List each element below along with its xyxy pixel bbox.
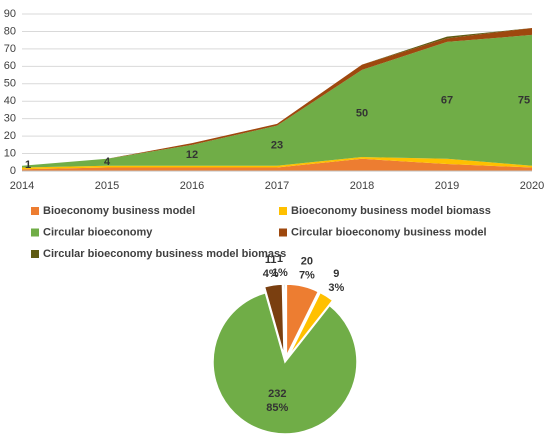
x-tick-label: 2018 xyxy=(350,180,374,192)
y-tick-label: 30 xyxy=(4,113,16,125)
pie-slice xyxy=(282,283,286,357)
legend-label: Circular bioeconomy xyxy=(43,226,153,238)
data-label: 9 xyxy=(333,268,339,280)
x-tick-label: 2020 xyxy=(520,180,544,192)
y-tick-label: 90 xyxy=(4,8,16,20)
legend-swatch xyxy=(31,207,39,215)
legend-swatch xyxy=(279,207,287,215)
legend-swatch xyxy=(31,250,39,258)
y-tick-label: 70 xyxy=(4,43,16,55)
x-tick-label: 2014 xyxy=(10,180,34,192)
area xyxy=(22,157,532,170)
legend-label: Circular bioeconomy business model xyxy=(291,226,487,238)
y-tick-label: 60 xyxy=(4,60,16,72)
data-label: 232 xyxy=(268,388,286,400)
data-label: 20 xyxy=(301,255,313,267)
data-label: 75 xyxy=(518,94,530,106)
data-label: 4 xyxy=(104,156,111,168)
legend-swatch xyxy=(279,228,287,237)
x-tick-label: 2017 xyxy=(265,180,289,192)
x-tick-label: 2015 xyxy=(95,180,119,192)
data-label: 1 xyxy=(25,159,31,171)
y-tick-label: 50 xyxy=(4,78,16,90)
pie-slice xyxy=(287,291,334,358)
pie-slice xyxy=(285,283,320,357)
legend-label: Bioeconomy business model biomass xyxy=(291,205,491,217)
data-label: 12 xyxy=(186,149,198,161)
y-tick-label: 10 xyxy=(4,147,16,159)
data-label: 1 xyxy=(277,253,283,265)
x-tick-label: 2019 xyxy=(435,180,459,192)
data-label: 67 xyxy=(441,94,453,106)
y-tick-label: 40 xyxy=(4,95,16,107)
x-tick-label: 2016 xyxy=(180,180,204,192)
legend-label: Circular bioeconomy business model bioma… xyxy=(43,248,286,260)
y-tick-label: 80 xyxy=(4,25,16,37)
y-tick-label: 20 xyxy=(4,130,16,142)
area xyxy=(22,158,532,171)
y-tick-label: 0 xyxy=(10,165,16,177)
legend-swatch xyxy=(31,228,39,237)
data-label-percent: 4% xyxy=(263,268,279,280)
data-label: 50 xyxy=(356,107,368,119)
data-label-percent: 7% xyxy=(299,269,315,281)
data-label-percent: 85% xyxy=(266,402,288,414)
pie-slice xyxy=(263,283,285,357)
legend-label: Bioeconomy business model xyxy=(43,205,195,217)
data-label: 23 xyxy=(271,140,283,152)
data-label-percent: 1% xyxy=(272,267,288,279)
pie-slice xyxy=(212,291,358,435)
data-label: 11 xyxy=(265,254,277,266)
area xyxy=(22,34,532,168)
data-label-percent: 3% xyxy=(328,282,344,294)
